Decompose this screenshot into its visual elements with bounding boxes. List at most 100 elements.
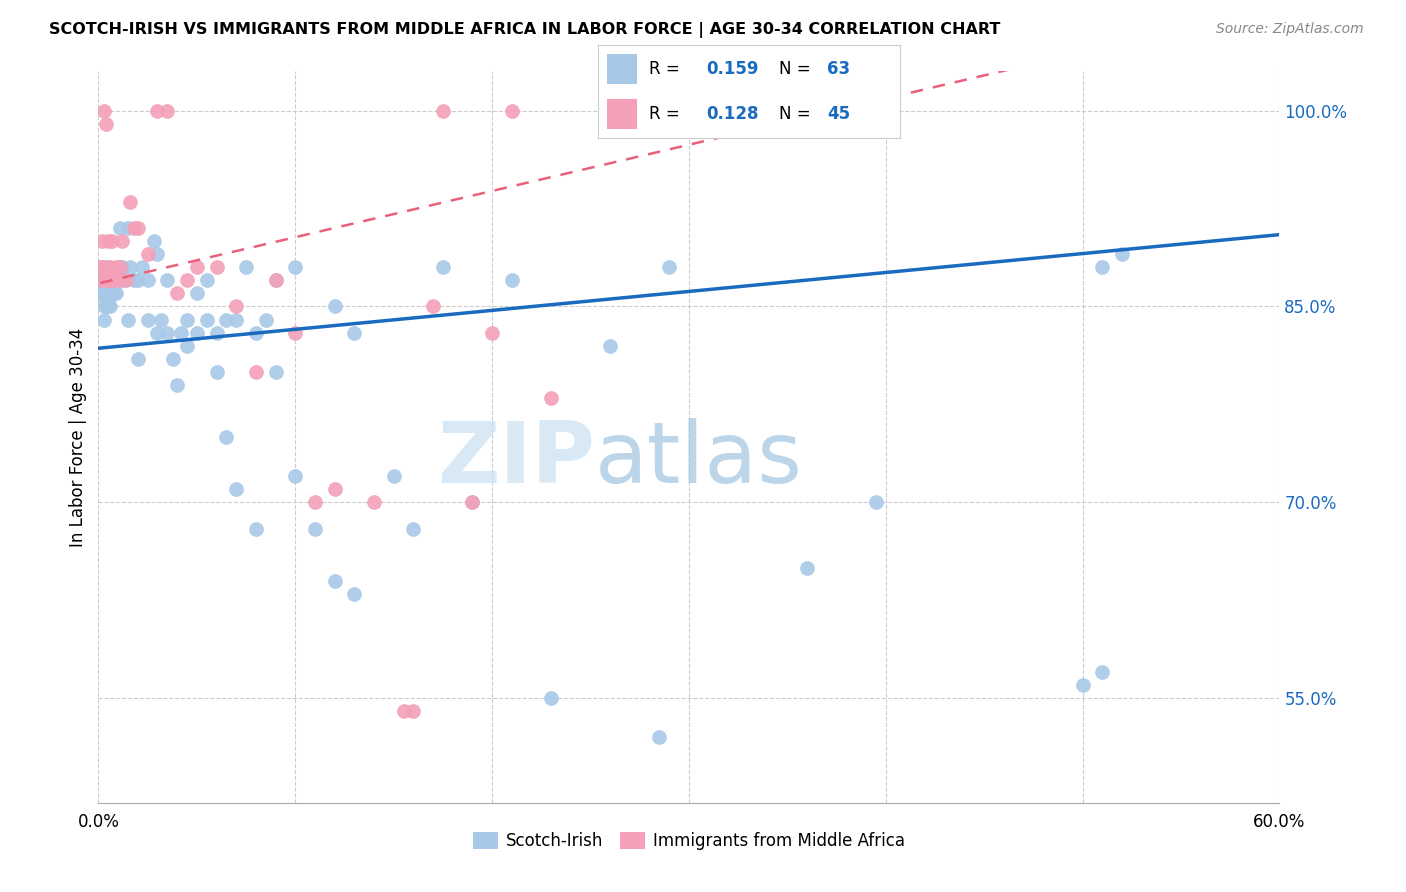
Text: 0.128: 0.128 bbox=[706, 105, 759, 123]
Point bbox=[91, 273, 114, 287]
Point bbox=[89, 260, 111, 275]
Point bbox=[162, 351, 184, 366]
Point bbox=[150, 312, 173, 326]
Point bbox=[98, 286, 121, 301]
Point bbox=[122, 273, 145, 287]
Point bbox=[93, 300, 115, 314]
Point bbox=[363, 495, 385, 509]
Point bbox=[136, 247, 159, 261]
Legend: Scotch-Irish, Immigrants from Middle Africa: Scotch-Irish, Immigrants from Middle Afr… bbox=[465, 825, 912, 856]
Point bbox=[461, 495, 484, 509]
Point bbox=[264, 365, 287, 379]
Point bbox=[105, 286, 128, 301]
Point bbox=[323, 300, 346, 314]
Point bbox=[461, 495, 484, 509]
Point bbox=[156, 103, 179, 118]
Point bbox=[865, 495, 887, 509]
Bar bbox=[606, 99, 637, 129]
Point bbox=[796, 560, 818, 574]
Point bbox=[127, 351, 149, 366]
Point bbox=[195, 273, 218, 287]
Point bbox=[658, 260, 681, 275]
Point bbox=[118, 260, 141, 275]
Point bbox=[118, 194, 141, 209]
Point bbox=[323, 574, 346, 588]
Point bbox=[91, 234, 114, 248]
Point bbox=[117, 312, 139, 326]
Point bbox=[1111, 247, 1133, 261]
Point bbox=[117, 221, 139, 235]
Point bbox=[166, 286, 188, 301]
Point bbox=[108, 221, 131, 235]
Point bbox=[176, 339, 198, 353]
Point bbox=[105, 260, 128, 275]
Point bbox=[599, 339, 621, 353]
Point bbox=[97, 300, 120, 314]
Point bbox=[432, 103, 454, 118]
Bar bbox=[606, 54, 637, 84]
Point bbox=[323, 483, 346, 497]
Point bbox=[284, 326, 307, 340]
Point bbox=[402, 705, 425, 719]
Point bbox=[103, 273, 125, 287]
Point bbox=[96, 273, 118, 287]
Text: R =: R = bbox=[650, 105, 685, 123]
Point bbox=[146, 326, 169, 340]
Point bbox=[91, 260, 114, 275]
Point bbox=[156, 326, 179, 340]
Point bbox=[96, 273, 118, 287]
Point bbox=[166, 377, 188, 392]
Point bbox=[103, 286, 125, 301]
Point bbox=[93, 286, 115, 301]
Point bbox=[176, 312, 198, 326]
Text: R =: R = bbox=[650, 60, 685, 78]
Point bbox=[107, 260, 129, 275]
Point bbox=[127, 273, 149, 287]
Point bbox=[422, 300, 444, 314]
Text: ZIP: ZIP bbox=[437, 417, 595, 500]
Point bbox=[93, 260, 115, 275]
Point bbox=[93, 312, 115, 326]
Y-axis label: In Labor Force | Age 30-34: In Labor Force | Age 30-34 bbox=[69, 327, 87, 547]
Point bbox=[245, 365, 267, 379]
Point bbox=[97, 286, 120, 301]
Point bbox=[215, 430, 238, 444]
Point bbox=[1071, 678, 1094, 692]
Point bbox=[540, 391, 562, 405]
Point bbox=[98, 273, 121, 287]
Point bbox=[96, 300, 118, 314]
Point bbox=[107, 273, 129, 287]
Point bbox=[101, 273, 124, 287]
Point bbox=[136, 273, 159, 287]
Point bbox=[111, 260, 134, 275]
Point bbox=[97, 273, 120, 287]
Point bbox=[91, 286, 114, 301]
Point bbox=[98, 273, 121, 287]
Point bbox=[93, 273, 115, 287]
Point bbox=[186, 286, 208, 301]
Text: 45: 45 bbox=[827, 105, 851, 123]
Point bbox=[1091, 260, 1114, 275]
Point bbox=[96, 286, 118, 301]
Point bbox=[225, 312, 247, 326]
Text: SCOTCH-IRISH VS IMMIGRANTS FROM MIDDLE AFRICA IN LABOR FORCE | AGE 30-34 CORRELA: SCOTCH-IRISH VS IMMIGRANTS FROM MIDDLE A… bbox=[49, 22, 1001, 38]
Point bbox=[108, 260, 131, 275]
Point bbox=[343, 587, 366, 601]
Point bbox=[599, 103, 621, 118]
Point bbox=[284, 469, 307, 483]
Point bbox=[98, 260, 121, 275]
Point bbox=[304, 495, 326, 509]
Point bbox=[93, 103, 115, 118]
Point bbox=[101, 286, 124, 301]
Point bbox=[127, 221, 149, 235]
Point bbox=[205, 260, 228, 275]
Point bbox=[170, 326, 193, 340]
Point bbox=[264, 273, 287, 287]
Point bbox=[91, 260, 114, 275]
Point bbox=[97, 234, 120, 248]
Text: Source: ZipAtlas.com: Source: ZipAtlas.com bbox=[1216, 22, 1364, 37]
Point bbox=[108, 273, 131, 287]
Point bbox=[245, 326, 267, 340]
Point bbox=[648, 731, 671, 745]
Point bbox=[343, 326, 366, 340]
